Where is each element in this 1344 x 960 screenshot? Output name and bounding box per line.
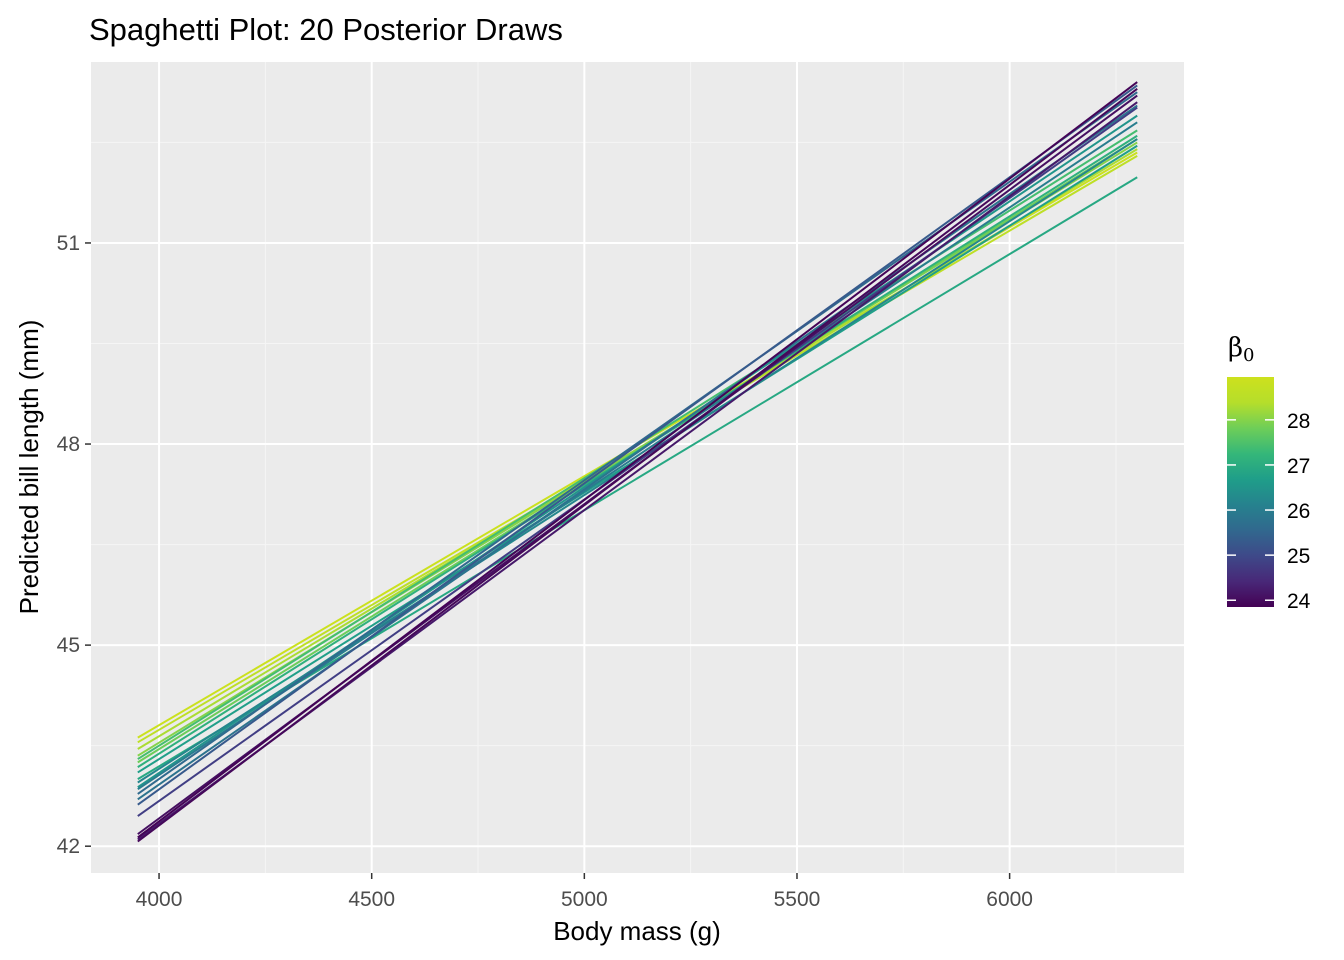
x-tick-label: 6000 [986,888,1033,911]
legend-tick-label: 24 [1287,590,1311,613]
x-tick-label: 4500 [348,888,395,911]
x-tick-label: 5500 [774,888,821,911]
x-tick-label: 5000 [561,888,608,911]
legend-ticks: 24 25 26 27 28 [1227,410,1311,613]
x-axis-title: Body mass (g) [553,916,721,946]
series-line [137,88,1138,843]
legend-tick-label: 27 [1287,455,1310,478]
legend-tick-label: 25 [1287,545,1310,568]
y-tick-label: 48 [57,433,80,456]
chart-title: Spaghetti Plot: 20 Posterior Draws [89,12,563,47]
series-lines [137,81,1138,843]
legend-title-symbol: β [1228,333,1243,363]
x-axis: 4000 4500 5000 5500 6000 [136,873,1033,911]
series-line [137,81,1138,839]
y-tick-label: 45 [57,634,80,657]
legend-tick-label: 26 [1287,500,1310,523]
minor-gridlines [91,62,1184,873]
legend-colorbar [1227,377,1274,607]
y-axis-title: Predicted bill length (mm) [14,320,44,615]
plot-panel [91,62,1184,873]
legend-tick-label: 28 [1287,410,1310,433]
series-line [137,84,1138,806]
y-tick-label: 51 [57,232,80,255]
y-tick-label: 42 [57,835,80,858]
legend-title-subscript: 0 [1243,345,1254,366]
y-axis: 42 45 48 51 [57,232,91,858]
x-tick-label: 4000 [136,888,183,911]
legend-title: β0 [1228,333,1254,366]
legend: β0 24 25 26 27 28 [1227,333,1311,613]
